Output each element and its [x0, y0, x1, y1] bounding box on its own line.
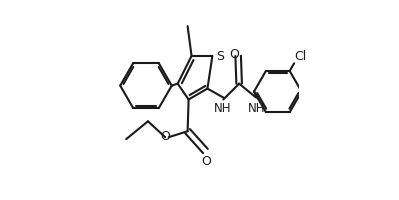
Text: O: O [201, 154, 211, 167]
Text: NH: NH [248, 102, 266, 115]
Text: NH: NH [213, 102, 231, 115]
Text: O: O [160, 129, 170, 142]
Text: Cl: Cl [294, 50, 307, 63]
Text: S: S [216, 50, 224, 63]
Text: O: O [229, 48, 239, 61]
